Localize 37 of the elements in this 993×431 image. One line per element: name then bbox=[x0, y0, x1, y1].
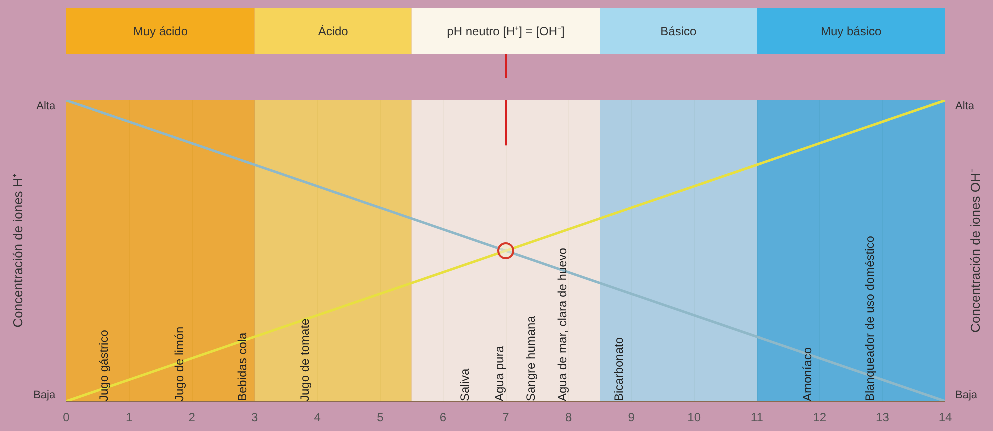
text: Muy ácido bbox=[133, 24, 188, 39]
annotation: Sangre humana bbox=[524, 316, 538, 402]
text: Alta bbox=[36, 100, 56, 112]
x-tick-label: 10 bbox=[688, 410, 702, 424]
text: Baja bbox=[956, 390, 978, 402]
x-tick-label: 5 bbox=[377, 410, 384, 424]
x-tick-label: 6 bbox=[440, 410, 447, 424]
x-tick-label: 0 bbox=[63, 410, 70, 424]
text: Baja bbox=[34, 390, 56, 402]
x-tick-label: 7 bbox=[502, 410, 510, 424]
text: pH neutro [H⁺] = [OH⁻] bbox=[447, 24, 565, 39]
text: Alta bbox=[956, 100, 976, 112]
annotation: Bebidas cola bbox=[235, 332, 250, 402]
y2-axis-title: Concentración de iones OH⁻ bbox=[968, 169, 983, 333]
x-tick-label: 8 bbox=[565, 410, 572, 424]
text: Muy básico bbox=[820, 24, 882, 39]
x-tick-label: 4 bbox=[314, 410, 322, 424]
x-tick-label: 11 bbox=[750, 410, 764, 424]
text: Ácido bbox=[318, 24, 349, 39]
y-axis-title: Concentración de iones H⁺ bbox=[10, 174, 26, 328]
annotation: Agua pura bbox=[492, 346, 507, 402]
annotation: Bicarbonato bbox=[612, 337, 626, 402]
annotation: Blanqueador de uso doméstico bbox=[863, 236, 878, 402]
annotation: Agua de mar, clara de huevo bbox=[556, 248, 570, 402]
text: Básico bbox=[660, 24, 697, 39]
x-tick-label: 3 bbox=[252, 410, 259, 424]
annotation: Jugo de tomate bbox=[298, 318, 312, 402]
annotation: Saliva bbox=[458, 368, 472, 402]
x-tick-label: 14 bbox=[938, 410, 952, 424]
x-tick-label: 1 bbox=[126, 410, 133, 424]
x-tick-label: 2 bbox=[188, 410, 196, 424]
annotation: Jugo gástrico bbox=[97, 330, 112, 402]
x-tick-label: 12 bbox=[813, 410, 827, 424]
annotation: Amoníaco bbox=[800, 347, 814, 402]
x-tick-label: 13 bbox=[876, 410, 890, 424]
annotation: Jugo de limón bbox=[172, 326, 187, 402]
x-tick-label: 9 bbox=[628, 410, 636, 424]
